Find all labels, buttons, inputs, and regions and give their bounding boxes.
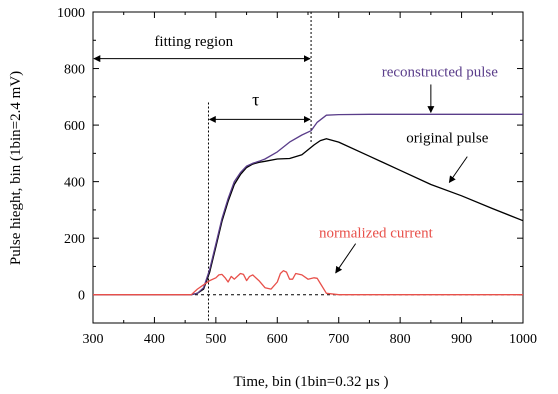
x-tick-label-400: 400	[144, 332, 165, 347]
axis-ticks: 300 400 500 600 700 800 900 1000 0 200 400 600 800 10…	[57, 6, 537, 347]
y-tick-label-400: 400	[64, 176, 85, 191]
normalized-current-line	[93, 270, 523, 296]
x-tick-label-1000: 1000	[509, 332, 537, 347]
annotation-layer: fitting region τ reconstructed pulse origin…	[154, 34, 499, 274]
annotation-original: original pulse	[406, 131, 488, 147]
annotation-arrow-normalized	[335, 243, 357, 274]
y-axis-title: Pulse hieght, bin (1bin=2.4 mV)	[8, 71, 24, 265]
x-tick-label-500: 500	[205, 332, 226, 347]
x-tick-label-700: 700	[328, 332, 349, 347]
annotation-arrow-original	[448, 156, 468, 184]
y-tick-label-0: 0	[78, 289, 85, 304]
annotation-reconstructed: reconstructed pulse	[382, 64, 499, 80]
annotation-normalized: normalized current	[319, 226, 434, 242]
annotation-tau: τ	[252, 89, 259, 109]
x-tick-label-900: 900	[451, 332, 472, 347]
x-tick-label-600: 600	[267, 332, 288, 347]
y-tick-label-200: 200	[64, 232, 85, 247]
y-tick-label-1000: 1000	[57, 6, 85, 21]
x-tick-label-300: 300	[83, 332, 104, 347]
plot-area	[92, 11, 524, 324]
annotation-fitting_region: fitting region	[154, 34, 233, 50]
series-layer	[93, 113, 524, 296]
y-tick-label-600: 600	[64, 119, 85, 134]
original-pulse-line	[93, 138, 524, 296]
x-axis-title: Time, bin (1bin=0.32 µs )	[234, 374, 389, 390]
y-tick-label-800: 800	[64, 63, 85, 78]
x-tick-label-800: 800	[390, 332, 411, 347]
reconstructed-pulse-line	[93, 113, 523, 296]
